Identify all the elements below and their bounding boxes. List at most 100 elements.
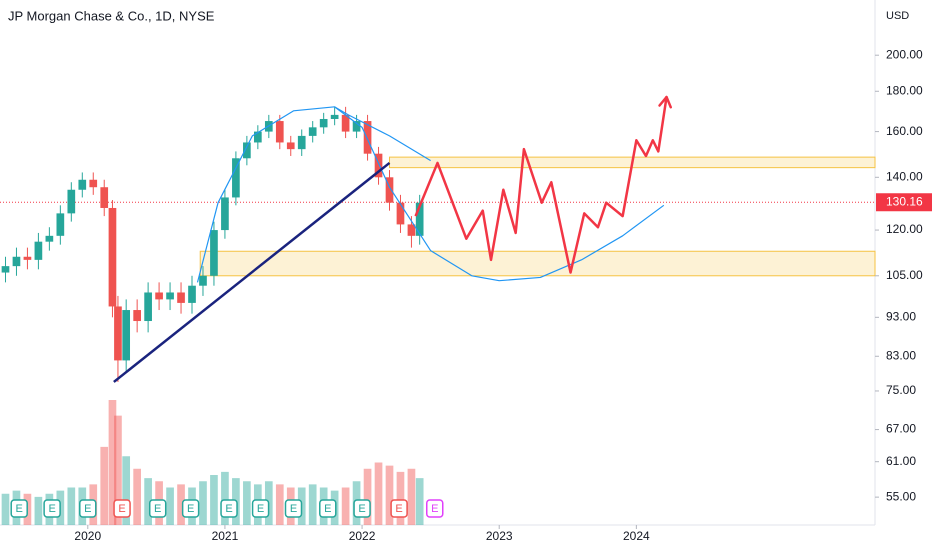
earnings-label: E xyxy=(118,503,125,515)
earnings-marker xyxy=(43,499,61,518)
candle-body xyxy=(415,202,424,236)
volume-bar xyxy=(415,478,424,525)
candle-body xyxy=(297,135,306,150)
candle-body xyxy=(177,292,185,303)
candle-body xyxy=(12,256,21,267)
volume-bar xyxy=(108,400,117,525)
earnings-label: E xyxy=(225,503,232,515)
candle-body xyxy=(188,285,196,303)
y-tick-label: 140.00 xyxy=(886,169,923,183)
candle-body xyxy=(133,310,141,322)
earnings-label: E xyxy=(84,503,91,515)
volume-bar xyxy=(34,496,43,525)
candle-body xyxy=(341,114,350,132)
candle-body xyxy=(275,121,284,143)
volume-bar xyxy=(243,481,251,525)
volume-bar xyxy=(114,415,122,525)
x-tick-label: 2022 xyxy=(349,529,376,543)
candle-body xyxy=(1,266,10,273)
candle-body xyxy=(122,310,131,361)
candle-body xyxy=(374,153,383,178)
earnings-marker xyxy=(390,499,408,518)
y-tick-label: 200.00 xyxy=(886,47,923,61)
candle-body xyxy=(319,118,328,128)
candle-body xyxy=(78,179,87,190)
candle-body xyxy=(396,202,405,225)
arc xyxy=(196,106,665,283)
earnings-label: E xyxy=(48,503,55,515)
earnings-label: E xyxy=(257,503,264,515)
arrowhead xyxy=(665,95,672,109)
arc xyxy=(334,106,431,162)
currency: USD xyxy=(886,10,909,22)
x-tick-label: 2021 xyxy=(212,529,239,543)
earnings-label: E xyxy=(431,503,438,515)
volume-bar xyxy=(210,475,218,525)
volume-bar xyxy=(308,484,317,525)
candle-body xyxy=(308,127,317,136)
candle-body xyxy=(89,179,98,188)
y-tick-label: 105.00 xyxy=(886,268,923,282)
y-tick-label: 120.00 xyxy=(886,222,923,236)
volume-bar xyxy=(133,468,141,525)
earnings-marker xyxy=(220,499,238,518)
candle-body xyxy=(166,292,174,300)
candle-body xyxy=(34,241,43,260)
earnings-label: E xyxy=(187,503,194,515)
y-tick-label: 75.00 xyxy=(886,383,916,397)
volume-bar xyxy=(363,468,372,525)
candle-body xyxy=(407,224,416,236)
earnings-marker xyxy=(319,499,337,518)
y-tick-label: 180.00 xyxy=(886,83,923,97)
x-tick-label: 2020 xyxy=(74,529,101,543)
chart-title: JP Morgan Chase & Co., 1D, NYSE xyxy=(8,8,215,23)
volume-bar xyxy=(385,465,394,525)
volume-bar xyxy=(1,493,10,525)
y-tick-label: 93.00 xyxy=(886,309,916,323)
candle-body xyxy=(243,142,251,159)
volume-bar xyxy=(275,484,284,525)
earnings-label: E xyxy=(154,503,161,515)
earnings-marker xyxy=(10,499,28,518)
volume-bar xyxy=(67,487,76,525)
trendline xyxy=(113,161,391,383)
y-tick-label: 83.00 xyxy=(886,348,916,362)
earnings-marker xyxy=(426,499,444,518)
candle-body xyxy=(144,292,152,322)
volume-bar xyxy=(407,468,416,525)
projection xyxy=(414,96,668,274)
volume-bar xyxy=(166,487,174,525)
candle-body xyxy=(67,189,76,214)
candle-body xyxy=(385,177,394,203)
candle-body xyxy=(45,235,54,242)
candle-body xyxy=(286,142,295,150)
x-tick-label: 2024 xyxy=(623,529,650,543)
candle-body xyxy=(352,121,361,132)
earnings-label: E xyxy=(395,503,402,515)
candle-body xyxy=(100,187,109,208)
last-price-label: 130.16 xyxy=(886,194,923,208)
y-tick-label: 67.00 xyxy=(886,422,916,436)
earnings-label: E xyxy=(290,503,297,515)
candle-body xyxy=(199,275,207,286)
candle-body xyxy=(253,131,262,143)
earnings-marker xyxy=(284,499,303,518)
arrowhead xyxy=(658,95,668,107)
candle-body xyxy=(221,197,229,231)
candle-body xyxy=(210,230,218,276)
candle-body xyxy=(330,114,339,119)
candle-body xyxy=(155,292,163,300)
earnings-marker xyxy=(113,499,131,518)
volume-bar xyxy=(341,487,350,525)
earnings-label: E xyxy=(16,503,23,515)
candle-body xyxy=(108,207,117,307)
volume-bar xyxy=(144,478,152,525)
earnings-marker xyxy=(79,499,97,518)
y-tick-label: 61.00 xyxy=(886,454,916,468)
volume-bar xyxy=(221,471,229,525)
zone xyxy=(199,250,876,277)
earnings-marker xyxy=(148,499,167,518)
